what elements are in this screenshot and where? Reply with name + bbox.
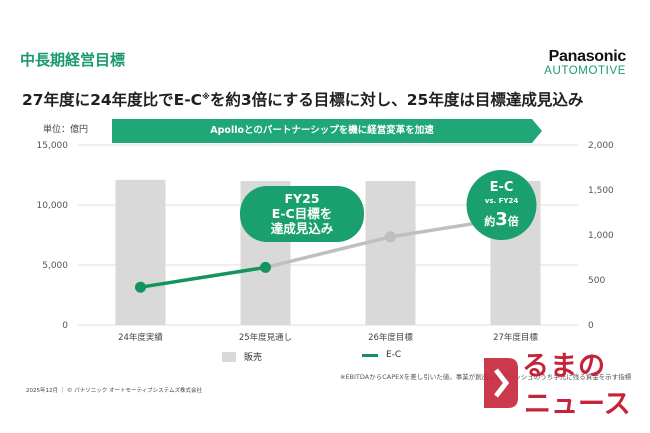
callout-3x-prefix: 約 (484, 214, 495, 228)
callout-3x-line3: 約3倍 (484, 209, 519, 230)
category-label: 24年度実績 (118, 332, 163, 343)
headline-pre: 27年度に24年度比でE-C (22, 91, 203, 109)
banner-arrow-shape (112, 119, 542, 143)
callout-fy25-text: 達成見込み (271, 221, 334, 236)
right-axis-tick-label: 0 (588, 321, 594, 331)
bar-販売 (365, 181, 416, 325)
banner-text: Apolloとのパートナーシップを機に経営変革を加速 (210, 125, 434, 136)
headline-sup: ※ (202, 91, 210, 101)
callout-3x-bubble (466, 170, 537, 240)
watermark-line1: るまの (522, 351, 606, 382)
right-axis-tick-label: 1,000 (588, 231, 614, 241)
left-axis-tick-label: 15,000 (37, 141, 69, 151)
right-axis-tick-label: 2,000 (588, 141, 614, 151)
section-title: 中長期経営目標 (20, 51, 126, 69)
bar-販売 (115, 179, 166, 325)
legend-item-line: E-C (362, 350, 401, 360)
ec-point (135, 281, 146, 293)
callout-fy25-text: E-C目標を (272, 206, 332, 221)
left-axis-tick-label: 10,000 (37, 201, 69, 211)
callout-3x-line1: E-C (490, 180, 514, 195)
category-label: 26年度目標 (368, 332, 413, 343)
ec-point (385, 231, 396, 243)
left-axis-tick-label: 0 (62, 321, 68, 331)
left-axis-tick-label: 5,000 (42, 261, 68, 271)
legend-item-bar: 販売 (222, 350, 262, 363)
ec-line-actual (140, 265, 266, 289)
headline: 27年度に24年度比でE-C※を約3倍にする目標に対し、25年度は目標達成見込み (22, 88, 583, 110)
kurumano-news-watermark: るまの ニュース (478, 344, 648, 424)
unit-label: 単位：億円 (43, 125, 89, 135)
logo-sub: AUTOMOTIVE (544, 65, 626, 77)
ec-point (260, 261, 271, 273)
right-axis-tick-label: 1,500 (588, 186, 614, 196)
callout-3x-suffix: 倍 (508, 214, 519, 228)
tick-layer: 0 5,000 10,000 15,000 0 500 1,000 1,500 2,000 24年… (37, 141, 615, 343)
category-label: 25年度見通し (239, 332, 292, 343)
callout-3x-line2: vs. FY24 (485, 197, 519, 205)
callout-fy25-bubble (240, 186, 364, 242)
category-label: 27年度目標 (493, 332, 538, 343)
headline-post: を約3倍にする目標に対し、25年度は目標達成見込み (209, 91, 584, 109)
panasonic-automotive-logo: Panasonic AUTOMOTIVE (544, 48, 626, 78)
legend-bar-swatch (222, 351, 236, 362)
callout-3x-number: 3 (495, 209, 508, 230)
banner: Apolloとのパートナーシップを機に経営変革を加速 (112, 119, 542, 143)
footer: 2025年12月 ｜ © パナソニック オートモーティブシステムズ株式会社 (26, 388, 202, 394)
legend-line-swatch (362, 353, 378, 357)
legend-bar-label: 販売 (244, 353, 263, 363)
logo-brand: Panasonic (548, 48, 627, 65)
right-axis-tick-label: 500 (588, 276, 605, 286)
callout-fy25-text: FY25 (285, 191, 320, 206)
watermark-line2: ニュース (524, 389, 631, 420)
legend-line-label: E-C (386, 350, 402, 360)
kurumano-logo-icon (484, 358, 518, 408)
